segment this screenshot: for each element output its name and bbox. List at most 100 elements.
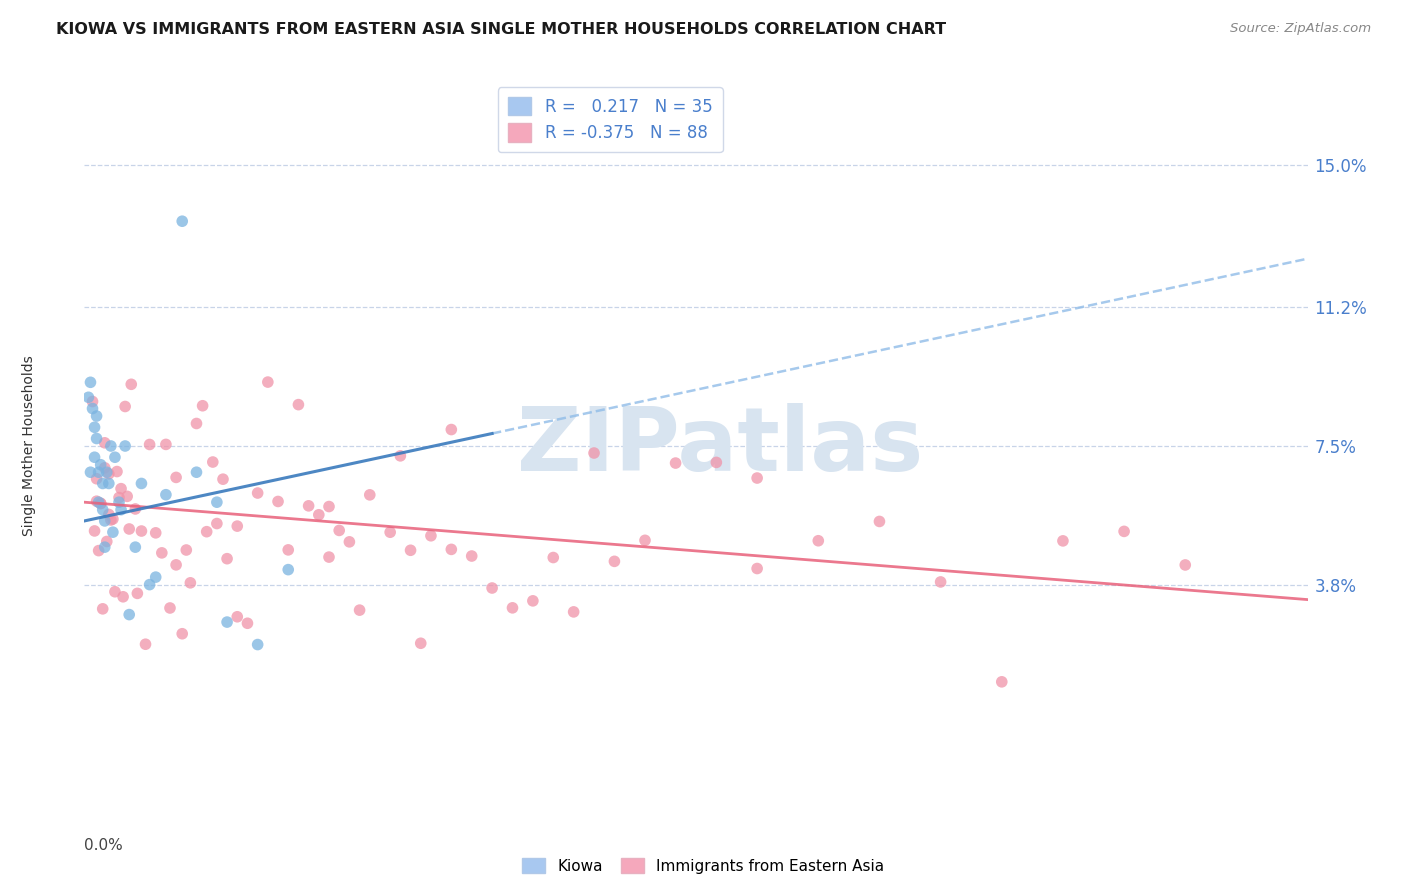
Point xyxy=(191,399,214,413)
Point xyxy=(83,420,105,434)
Point xyxy=(226,609,249,624)
Point xyxy=(112,590,135,604)
Point xyxy=(389,449,412,463)
Point xyxy=(159,601,181,615)
Point xyxy=(145,525,167,540)
Point xyxy=(308,508,330,522)
Point xyxy=(277,542,299,557)
Point xyxy=(298,499,321,513)
Point xyxy=(145,570,167,584)
Point xyxy=(217,615,239,629)
Point xyxy=(399,543,422,558)
Point xyxy=(86,494,108,508)
Point xyxy=(131,476,153,491)
Point xyxy=(522,594,544,608)
Point xyxy=(93,514,115,528)
Point xyxy=(82,401,104,416)
Point xyxy=(1052,533,1074,548)
Point xyxy=(86,432,108,446)
Legend: Kiowa, Immigrants from Eastern Asia: Kiowa, Immigrants from Eastern Asia xyxy=(516,852,890,880)
Point xyxy=(118,607,141,622)
Point xyxy=(246,486,269,500)
Point xyxy=(118,522,141,536)
Point xyxy=(706,455,728,469)
Point xyxy=(747,471,769,485)
Text: Single Mother Households: Single Mother Households xyxy=(22,356,37,536)
Point xyxy=(634,533,657,548)
Point xyxy=(86,472,108,486)
Point xyxy=(96,534,118,549)
Point xyxy=(138,437,160,451)
Point xyxy=(77,390,100,404)
Point xyxy=(217,551,239,566)
Point xyxy=(155,488,177,502)
Point xyxy=(124,502,146,516)
Point xyxy=(226,519,249,533)
Point xyxy=(349,603,371,617)
Point xyxy=(318,550,340,565)
Point xyxy=(110,482,132,496)
Point xyxy=(380,525,402,540)
Point xyxy=(93,460,115,475)
Point xyxy=(287,398,309,412)
Point xyxy=(90,458,112,472)
Point xyxy=(461,549,484,563)
Point xyxy=(246,638,269,652)
Point xyxy=(90,496,112,510)
Point xyxy=(124,540,146,554)
Point xyxy=(101,512,124,526)
Point xyxy=(100,513,122,527)
Point xyxy=(603,554,626,568)
Point xyxy=(339,534,361,549)
Point xyxy=(236,616,259,631)
Point xyxy=(105,465,128,479)
Point xyxy=(91,502,114,516)
Point xyxy=(1114,524,1136,539)
Point xyxy=(97,508,120,522)
Point xyxy=(174,543,197,558)
Point xyxy=(91,476,114,491)
Point xyxy=(104,450,127,465)
Point xyxy=(86,409,108,423)
Point xyxy=(87,495,110,509)
Point xyxy=(90,497,112,511)
Point xyxy=(1174,558,1197,572)
Point xyxy=(359,488,381,502)
Point xyxy=(91,602,114,616)
Point xyxy=(100,439,122,453)
Point xyxy=(83,524,105,538)
Point xyxy=(97,476,120,491)
Point xyxy=(110,502,132,516)
Point xyxy=(127,586,149,600)
Point xyxy=(257,375,280,389)
Point xyxy=(108,491,131,505)
Point xyxy=(97,467,120,481)
Point xyxy=(195,524,218,539)
Point xyxy=(155,437,177,451)
Point xyxy=(79,465,101,479)
Point xyxy=(87,543,110,558)
Point xyxy=(807,533,830,548)
Point xyxy=(135,637,157,651)
Point xyxy=(991,674,1014,689)
Point xyxy=(179,575,201,590)
Point xyxy=(318,500,340,514)
Point xyxy=(114,439,136,453)
Point xyxy=(165,558,187,572)
Point xyxy=(115,489,138,503)
Point xyxy=(93,435,115,450)
Point xyxy=(150,546,173,560)
Legend: R =   0.217   N = 35, R = -0.375   N = 88: R = 0.217 N = 35, R = -0.375 N = 88 xyxy=(498,87,723,152)
Point xyxy=(172,626,194,640)
Point xyxy=(267,494,290,508)
Point xyxy=(420,529,443,543)
Point xyxy=(328,524,350,538)
Point xyxy=(131,524,153,538)
Point xyxy=(108,495,131,509)
Point xyxy=(201,455,224,469)
Point xyxy=(212,472,235,486)
Point xyxy=(104,584,127,599)
Text: Source: ZipAtlas.com: Source: ZipAtlas.com xyxy=(1230,22,1371,36)
Point xyxy=(409,636,432,650)
Point xyxy=(747,561,769,575)
